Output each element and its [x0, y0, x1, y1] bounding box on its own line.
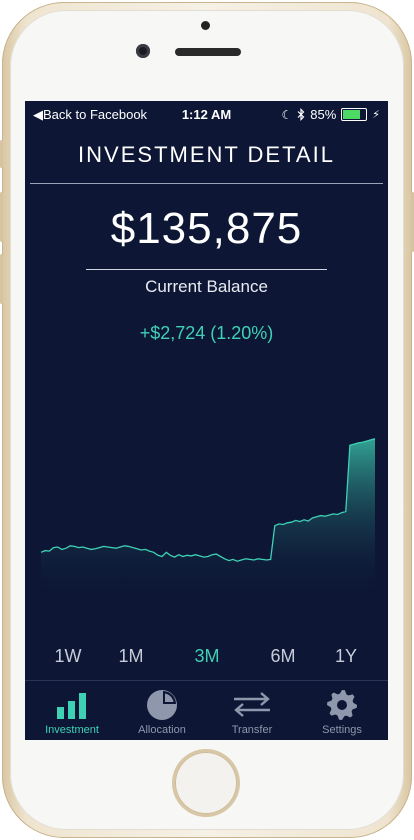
balance-divider — [86, 269, 327, 270]
charging-icon: ⚡ — [372, 109, 380, 121]
header-divider — [30, 183, 383, 184]
volume-up-button — [0, 192, 3, 242]
power-button — [411, 192, 414, 252]
back-arrow-icon: ◀ — [33, 107, 43, 122]
current-balance-value: $135,875 — [110, 204, 303, 253]
tab-settings[interactable]: Settings — [297, 681, 387, 740]
balance-change: +$2,724 (1.20%) — [139, 323, 274, 343]
battery-icon — [341, 108, 368, 121]
clock: 1:12 AM — [181, 107, 232, 122]
page-title: INVESTMENT DETAIL — [78, 142, 335, 167]
tab-transfer-label: Transfer — [231, 724, 273, 736]
range-1y[interactable]: 1Y — [334, 646, 358, 666]
volume-down-button — [0, 254, 3, 304]
tab-investment[interactable]: Investment — [27, 681, 117, 740]
chart-series-line — [40, 438, 376, 562]
back-to-app-link[interactable]: ◀Back to Facebook — [33, 107, 147, 123]
time-range-selector: 1W 1M 3M 6M 1Y — [25, 646, 388, 670]
status-bar: ◀Back to Facebook 1:12 AM ☾ 85% ⚡ — [25, 101, 388, 129]
current-balance-label: Current Balance — [145, 277, 268, 296]
home-button[interactable] — [175, 752, 237, 814]
bluetooth-icon — [297, 108, 305, 121]
proximity-sensor — [201, 21, 210, 30]
back-label: Back to Facebook — [43, 107, 148, 122]
balance-chart[interactable] — [39, 426, 377, 596]
app-screen: ◀Back to Facebook 1:12 AM ☾ 85% ⚡ INVEST… — [25, 101, 388, 740]
tab-allocation[interactable]: Allocation — [117, 681, 207, 740]
range-6m[interactable]: 6M — [270, 646, 296, 666]
tab-bar: Investment Allocation Transfer Settings — [25, 680, 388, 740]
front-camera — [136, 44, 150, 58]
mute-switch — [0, 140, 3, 168]
transfer-arrows-icon — [234, 692, 270, 717]
tab-settings-label: Settings — [322, 724, 362, 736]
status-indicators: ☾ 85% ⚡ — [281, 107, 380, 122]
tab-allocation-label: Allocation — [138, 724, 186, 736]
range-1m[interactable]: 1M — [118, 646, 144, 666]
range-3m[interactable]: 3M — [194, 646, 220, 666]
moon-icon: ☾ — [281, 107, 293, 122]
earpiece-speaker — [175, 48, 241, 56]
tab-investment-label: Investment — [45, 724, 99, 736]
chart-area-fill — [41, 438, 375, 596]
range-1w[interactable]: 1W — [54, 646, 82, 666]
gear-icon — [327, 690, 357, 720]
pie-chart-icon — [147, 690, 177, 720]
tab-transfer[interactable]: Transfer — [207, 681, 297, 740]
bar-chart-icon — [57, 693, 86, 719]
battery-percent: 85% — [310, 107, 337, 122]
